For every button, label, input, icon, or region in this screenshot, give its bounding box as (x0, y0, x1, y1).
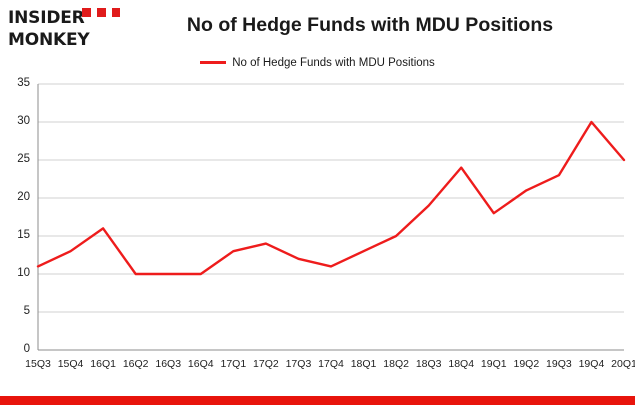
x-axis-tick-label: 19Q1 (480, 358, 507, 370)
y-axis-tick-label: 35 (17, 77, 30, 89)
series-line-0 (36, 120, 626, 276)
x-axis-tick-label: 17Q3 (285, 358, 312, 370)
x-axis-tick-label: 18Q2 (383, 358, 409, 370)
x-axis-tick-label: 19Q2 (513, 358, 540, 370)
chart-title: No of Hedge Funds with MDU Positions (186, 14, 554, 36)
logo-square-2 (97, 8, 106, 17)
x-axis-tick-label: 17Q4 (318, 358, 344, 370)
y-axis-tick-label: 30 (17, 115, 30, 127)
chart-svg (36, 83, 626, 351)
logo-square-3 (112, 8, 120, 17)
x-axis-tick-label: 18Q3 (415, 358, 442, 370)
y-axis-tick-label: 15 (17, 229, 30, 241)
x-axis-tick-label: 16Q1 (90, 358, 116, 370)
x-axis-tick-label: 20Q1 (611, 358, 635, 370)
y-axis-tick-label: 20 (17, 191, 30, 203)
x-axis-tick-label: 16Q3 (155, 358, 182, 370)
legend-label: No of Hedge Funds with MDU Positions (232, 57, 435, 70)
x-axis-tick-label: 15Q3 (25, 358, 51, 370)
x-axis-tick-label: 17Q2 (253, 358, 279, 370)
y-axis-tick-label: 5 (23, 305, 30, 317)
insider-monkey-logo: INSIDER MONKEY (8, 8, 120, 54)
bottom-accent-bar (0, 396, 635, 405)
x-axis-tick-label: 18Q4 (448, 358, 475, 370)
x-axis-tick-label: 16Q2 (122, 358, 149, 370)
legend-color-swatch (200, 60, 227, 64)
y-axis-tick-label: 0 (23, 343, 30, 355)
x-axis-tick-label: 19Q3 (546, 358, 572, 370)
x-axis-tick-label: 19Q4 (578, 358, 605, 370)
chart-plot-area: 0 5 10 15 20 25 30 35 15Q3 15Q4 16Q1 16Q2 16Q3 16Q4 17… (0, 76, 635, 386)
logo-square-1 (82, 8, 91, 17)
x-axis-tick-label: 18Q1 (350, 358, 377, 370)
x-axis-tick-label: 15Q4 (57, 358, 84, 370)
logo-line-2: MONKEY (8, 30, 90, 50)
y-axis-tick-label: 10 (17, 267, 30, 279)
chart-legend: No of Hedge Funds with MDU Positions (0, 57, 635, 69)
x-axis-tick-label: 17Q1 (220, 358, 247, 370)
x-axis-tick-label: 16Q4 (187, 358, 214, 370)
y-axis-tick-label: 25 (17, 153, 30, 165)
logo-line-1: INSIDER (8, 8, 85, 28)
